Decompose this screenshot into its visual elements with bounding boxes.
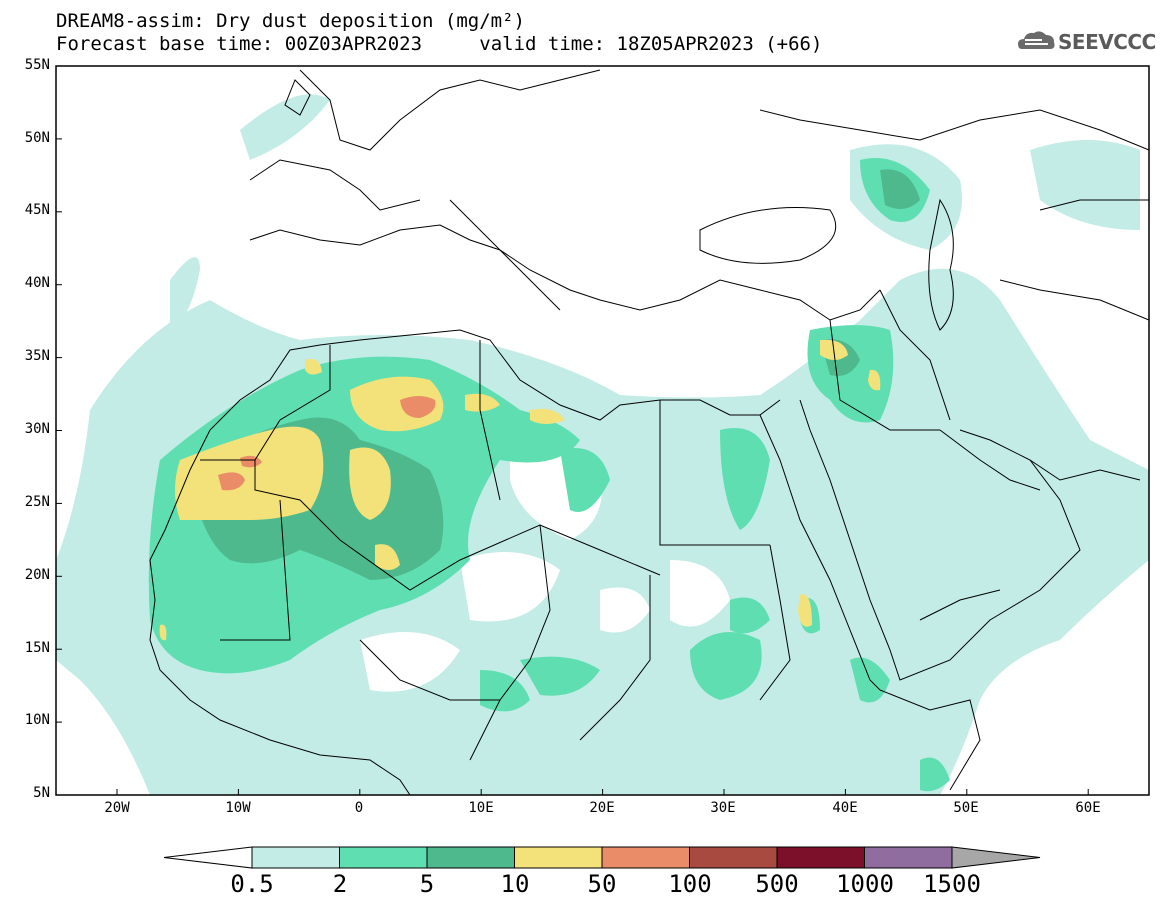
- lon-label-50e: 50E: [953, 800, 979, 816]
- lon-label-10e: 10E: [468, 800, 494, 816]
- colorbar-label-1500: 1500: [923, 870, 981, 898]
- lat-label-55n: 55N: [24, 57, 50, 73]
- colorbar-label-2: 2: [332, 870, 348, 898]
- lon-label-60e: 60E: [1075, 800, 1101, 816]
- colorbar-segment: [689, 846, 778, 869]
- lat-label-35n: 35N: [24, 348, 50, 364]
- lat-label-10n: 10N: [24, 712, 50, 728]
- lon-label-30e: 30E: [710, 800, 736, 816]
- lat-label-50n: 50N: [24, 130, 50, 146]
- cloud-icon: [1018, 31, 1055, 49]
- colorbar-segment: [601, 846, 690, 869]
- forecast-time-line: Forecast base time: 00Z03APR2023 valid t…: [56, 33, 822, 55]
- map-title: DREAM8-assim: Dry dust deposition (mg/m²…: [56, 10, 525, 32]
- colorbar-segment: [514, 846, 603, 869]
- lon-label-40e: 40E: [832, 800, 858, 816]
- lon-label-0: 0: [354, 800, 364, 816]
- colorbar-label-10: 10: [500, 870, 530, 898]
- colorbar-segment: [251, 846, 340, 869]
- colorbar-segment: [776, 846, 865, 869]
- lat-label-30n: 30N: [24, 421, 50, 437]
- logo-text: SEEVCCC: [1058, 30, 1156, 54]
- colorbar-label-0-5: 0.5: [230, 870, 274, 898]
- colorbar-label-5: 5: [419, 870, 435, 898]
- colorbar-label-500: 500: [755, 870, 799, 898]
- dust-level-50-region: [218, 396, 436, 491]
- colorbar-under-triangle: [163, 846, 253, 869]
- lon-label-10w: 10W: [225, 800, 251, 816]
- colorbar: [163, 846, 1041, 869]
- lat-label-45n: 45N: [24, 202, 50, 218]
- colorbar-label-100: 100: [668, 870, 712, 898]
- lat-label-5n: 5N: [33, 785, 50, 801]
- lat-label-20n: 20N: [24, 567, 50, 583]
- lat-label-40n: 40N: [24, 275, 50, 291]
- colorbar-label-1000: 1000: [836, 870, 894, 898]
- colorbar-segment: [339, 846, 428, 869]
- lon-label-20e: 20E: [589, 800, 615, 816]
- colorbar-label-50: 50: [587, 870, 617, 898]
- lat-label-15n: 15N: [24, 640, 50, 656]
- colorbar-segment: [426, 846, 515, 869]
- lat-label-25n: 25N: [24, 494, 50, 510]
- coastlines-and-borders: [149, 69, 1149, 795]
- lon-label-20w: 20W: [104, 800, 130, 816]
- colorbar-segment: [864, 846, 953, 869]
- base-time-label: Forecast base time: 00Z03APR2023: [56, 33, 423, 55]
- valid-time-label: valid time: 18Z05APR2023 (+66): [479, 33, 823, 55]
- colorbar-over-triangle: [951, 846, 1041, 869]
